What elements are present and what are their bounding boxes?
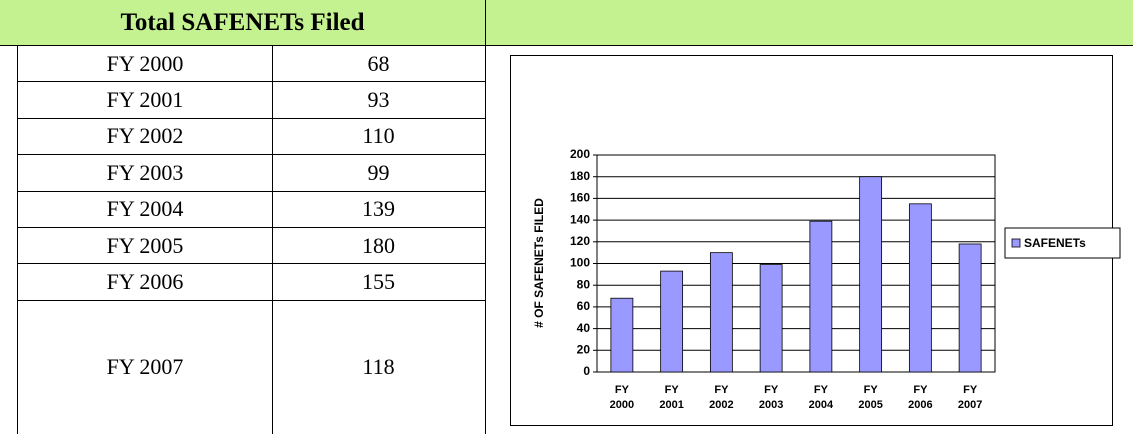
table-cell: FY 2004 [17, 191, 273, 228]
table-cell: 68 [272, 46, 486, 83]
y-tick-label: 0 [583, 364, 590, 378]
y-tick-label: 200 [570, 147, 590, 161]
table-cell: 155 [272, 264, 486, 301]
bar [958, 243, 982, 373]
table-cell: 118 [272, 300, 486, 434]
y-tick-label: 40 [577, 321, 591, 335]
bar [908, 203, 932, 373]
bar [610, 297, 634, 373]
table-cell: 139 [272, 191, 486, 228]
y-tick-label: 60 [577, 299, 591, 313]
x-tick-label: FY 2006 [908, 384, 933, 411]
table-cell: FY 2007 [17, 300, 273, 434]
y-tick-label: 160 [570, 191, 590, 205]
x-tick-label: FY 2007 [957, 384, 983, 411]
x-tick-label: FY 2003 [758, 384, 784, 411]
y-tick-label: 180 [570, 169, 590, 183]
x-tick-label: FY 2000 [609, 384, 635, 411]
bar [859, 176, 883, 373]
plot-frame [596, 154, 996, 373]
bar [759, 264, 783, 373]
bar [660, 270, 684, 373]
y-tick-label: 120 [570, 234, 590, 248]
legend-label: SAFENETs [1024, 236, 1086, 250]
table-cell: 93 [272, 82, 486, 119]
y-tick-label: 80 [577, 277, 591, 291]
legend-swatch [1011, 238, 1021, 248]
x-tick-label: FY 2004 [808, 384, 834, 411]
bar [709, 252, 733, 373]
x-tick-label: FY 2005 [858, 384, 883, 411]
table-cell: 110 [272, 118, 486, 156]
table-cell: 99 [272, 155, 486, 192]
table-cell: 180 [272, 228, 486, 265]
table-cell: FY 2003 [17, 155, 273, 192]
table-cell: FY 2006 [17, 264, 273, 301]
table-cell: FY 2005 [17, 228, 273, 265]
chart: # OF SAFENETs FILED 0 20 40 60 80 100 120 140 16… [510, 55, 1121, 426]
table-cell: FY 2001 [17, 82, 273, 119]
legend-frame [1004, 227, 1121, 259]
header-fill [486, 0, 1133, 46]
x-tick-label: FY 2001 [659, 384, 684, 411]
bar [809, 220, 833, 373]
y-axis-label: # OF SAFENETs FILED [532, 198, 546, 328]
table-cell: FY 2000 [17, 46, 273, 83]
x-tick-label: FY 2002 [709, 384, 734, 411]
table-title: Total SAFENETs Filed [0, 0, 486, 46]
y-tick-label: 100 [570, 256, 590, 270]
table-cell: FY 2002 [17, 118, 273, 156]
y-tick-label: 140 [570, 212, 590, 226]
y-tick-label: 20 [577, 342, 591, 356]
